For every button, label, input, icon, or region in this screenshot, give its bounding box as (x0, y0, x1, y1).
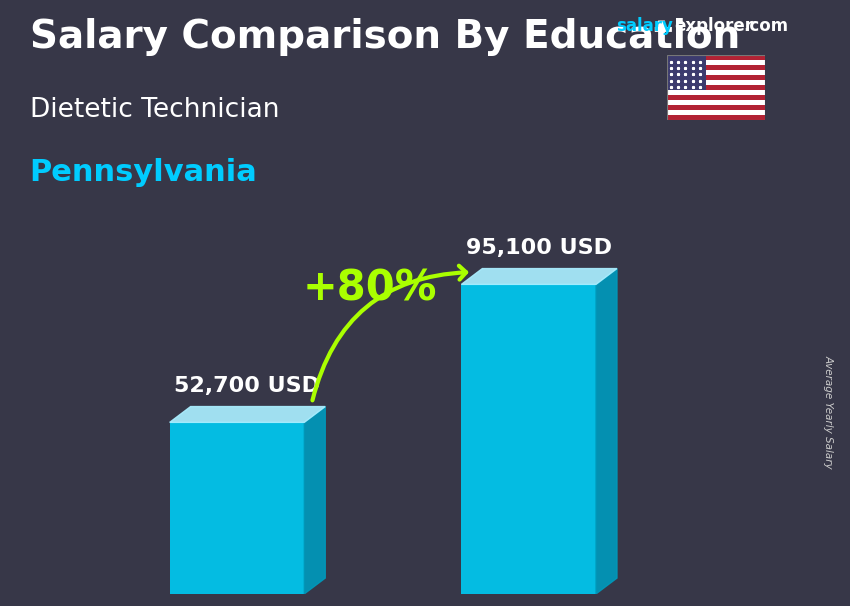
Text: Average Yearly Salary: Average Yearly Salary (824, 355, 834, 469)
Bar (667, 110, 765, 115)
Polygon shape (596, 268, 617, 594)
Text: 52,700 USD: 52,700 USD (174, 376, 320, 396)
Text: +80%: +80% (302, 268, 437, 310)
Text: Dietetic Technician: Dietetic Technician (30, 97, 280, 123)
Bar (667, 61, 765, 65)
Text: 95,100 USD: 95,100 USD (466, 238, 612, 258)
Text: salary: salary (616, 17, 673, 35)
Text: Salary Comparison By Education: Salary Comparison By Education (30, 18, 740, 56)
Bar (667, 55, 706, 90)
Bar (667, 75, 765, 81)
Bar (667, 115, 765, 121)
Bar (667, 95, 765, 101)
Bar (667, 65, 765, 70)
Polygon shape (170, 407, 326, 422)
Bar (667, 55, 765, 61)
Bar (667, 90, 765, 95)
Text: explorer: explorer (674, 17, 753, 35)
Polygon shape (462, 268, 617, 284)
Bar (667, 101, 765, 105)
Bar (170, 422, 304, 594)
Bar (667, 105, 765, 110)
Bar (667, 70, 765, 75)
Bar (667, 81, 765, 85)
Bar (667, 85, 765, 90)
Text: .com: .com (743, 17, 788, 35)
Bar (462, 284, 596, 594)
Polygon shape (304, 407, 326, 594)
Text: Pennsylvania: Pennsylvania (30, 158, 258, 187)
